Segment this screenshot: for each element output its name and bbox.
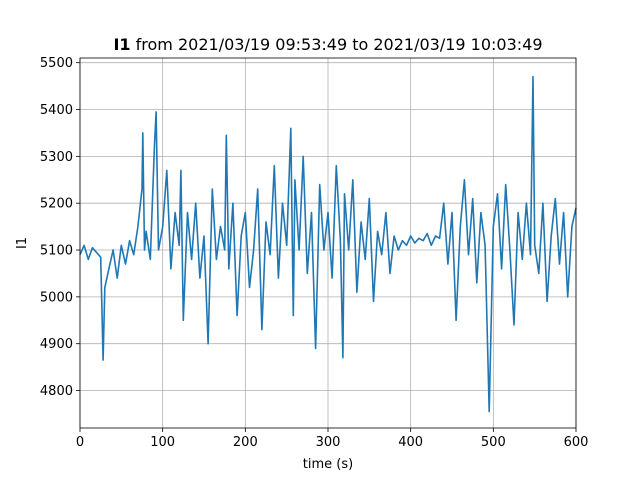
chart-title: I1 from 2021/03/19 09:53:49 to 2021/03/1…	[113, 35, 542, 54]
x-axis-label: time (s)	[303, 457, 353, 472]
y-tick-label: 5100	[40, 244, 73, 259]
x-tick-label: 300	[316, 435, 341, 450]
y-tick-label: 5000	[40, 290, 73, 305]
y-axis-label: I1	[15, 237, 30, 249]
x-tick-label: 100	[150, 435, 175, 450]
y-tick-label: 5300	[40, 150, 73, 165]
x-tick-label: 200	[233, 435, 258, 450]
y-axis: 4800 4900 5000 5100 5200 5300 5400 5500	[40, 56, 80, 399]
grid-lines	[79, 58, 577, 428]
y-tick-label: 5200	[40, 197, 73, 212]
y-tick-label: 5500	[40, 56, 73, 71]
series-line	[79, 75, 577, 413]
x-tick-label: 600	[564, 435, 589, 450]
x-tick-label: 0	[76, 435, 84, 450]
y-tick-label: 5400	[40, 103, 73, 118]
y-tick-label: 4800	[40, 384, 73, 399]
chart-title-rest: from 2021/03/19 09:53:49 to 2021/03/19 1…	[131, 35, 543, 54]
data-series	[79, 75, 577, 413]
x-tick-label: 500	[481, 435, 506, 450]
chart-title-bold: I1	[113, 35, 130, 54]
y-tick-label: 4900	[40, 337, 73, 352]
x-axis: 0 100 200 300 400 500 600	[76, 428, 589, 450]
x-tick-label: 400	[398, 435, 423, 450]
